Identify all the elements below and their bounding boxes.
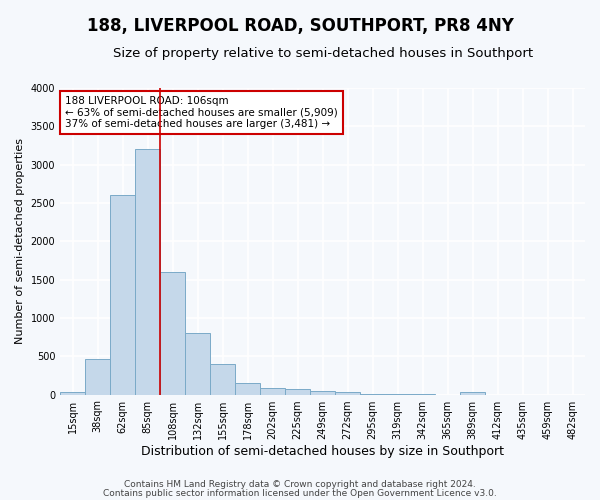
- Bar: [460, 392, 485, 394]
- Bar: [285, 389, 310, 394]
- Text: 188 LIVERPOOL ROAD: 106sqm
← 63% of semi-detached houses are smaller (5,909)
37%: 188 LIVERPOOL ROAD: 106sqm ← 63% of semi…: [65, 96, 338, 129]
- Bar: [260, 388, 285, 394]
- Text: 188, LIVERPOOL ROAD, SOUTHPORT, PR8 4NY: 188, LIVERPOOL ROAD, SOUTHPORT, PR8 4NY: [86, 18, 514, 36]
- Bar: [60, 392, 85, 394]
- Bar: [335, 392, 360, 394]
- Bar: [235, 383, 260, 394]
- Bar: [210, 364, 235, 394]
- X-axis label: Distribution of semi-detached houses by size in Southport: Distribution of semi-detached houses by …: [141, 444, 504, 458]
- Text: Contains HM Land Registry data © Crown copyright and database right 2024.: Contains HM Land Registry data © Crown c…: [124, 480, 476, 489]
- Title: Size of property relative to semi-detached houses in Southport: Size of property relative to semi-detach…: [113, 48, 533, 60]
- Bar: [310, 391, 335, 394]
- Y-axis label: Number of semi-detached properties: Number of semi-detached properties: [15, 138, 25, 344]
- Bar: [85, 360, 110, 394]
- Bar: [135, 150, 160, 394]
- Bar: [110, 196, 135, 394]
- Bar: [185, 334, 210, 394]
- Bar: [160, 272, 185, 394]
- Text: Contains public sector information licensed under the Open Government Licence v3: Contains public sector information licen…: [103, 490, 497, 498]
